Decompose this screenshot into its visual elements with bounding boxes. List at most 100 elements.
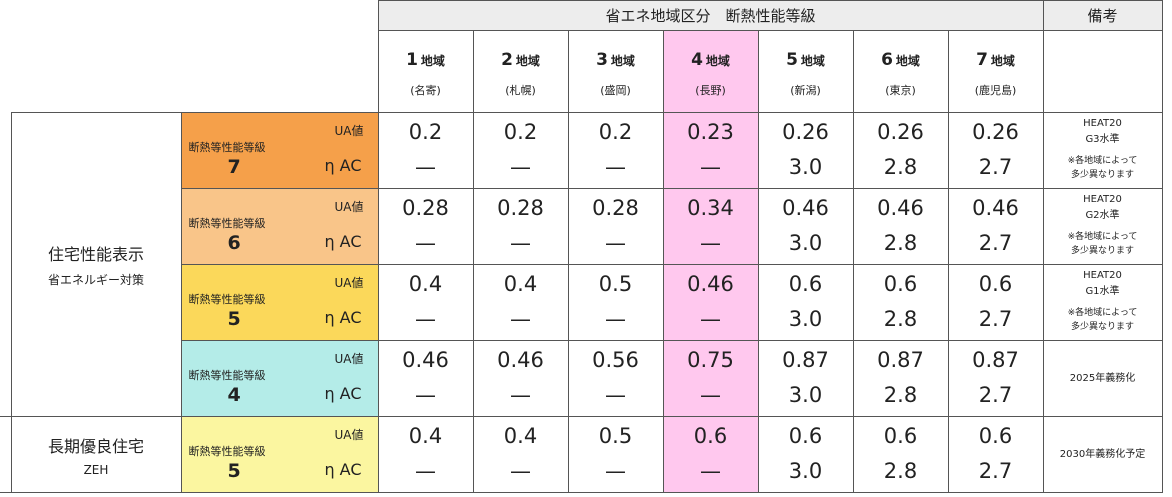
ua-value: 0.4 bbox=[408, 272, 443, 296]
eta-value: — bbox=[415, 383, 436, 407]
grade-row: 断熱等性能等級 5 UA値 η AC 0.4—0.4—0.5—0.46—0.6 3.0 0.… bbox=[0, 264, 1163, 341]
remark-standard: HEAT20 G1水準 bbox=[1083, 270, 1122, 297]
value-cell: 0.46 2.8 bbox=[852, 188, 949, 265]
region-city: (鹿児島) bbox=[974, 83, 1017, 97]
value-cell: 0.6 2.7 bbox=[947, 416, 1044, 493]
ua-value: 0.26 bbox=[877, 120, 924, 144]
eta-value: 3.0 bbox=[788, 383, 823, 407]
eta-value: — bbox=[605, 231, 626, 255]
ua-value: 0.26 bbox=[972, 120, 1019, 144]
metric-labels-cell: UA値 η AC bbox=[301, 264, 379, 341]
eta-value: — bbox=[510, 383, 531, 407]
eta-value: — bbox=[510, 231, 531, 255]
value-cell: 0.23 — bbox=[662, 112, 759, 189]
value-cell: 0.5 — bbox=[567, 416, 664, 493]
value-cell: 0.6 3.0 bbox=[757, 416, 854, 493]
region-number: 1 bbox=[406, 49, 418, 70]
metric-labels-cell: UA値 η AC bbox=[301, 416, 379, 493]
region-suffix: 地域 bbox=[705, 53, 730, 68]
ua-value: 0.46 bbox=[782, 196, 829, 220]
remarks-header: 備考 bbox=[1042, 0, 1163, 31]
eta-value: 2.8 bbox=[883, 459, 918, 483]
eta-value: 2.7 bbox=[978, 231, 1013, 255]
remark-cell: 2025年義務化 bbox=[1042, 340, 1163, 417]
region-name: 4 地域 bbox=[664, 50, 757, 70]
metric-labels-cell: UA値 η AC bbox=[301, 188, 379, 265]
grade-number: 6 bbox=[227, 232, 241, 254]
ua-label: UA値 bbox=[334, 352, 364, 366]
value-cell: 0.75 — bbox=[662, 340, 759, 417]
ua-value: 0.87 bbox=[782, 348, 829, 372]
ua-value: 0.6 bbox=[788, 424, 823, 448]
remark-standard: HEAT20 G3水準 bbox=[1083, 118, 1122, 145]
ua-value: 0.28 bbox=[497, 196, 544, 220]
ua-value: 0.5 bbox=[598, 272, 633, 296]
grade-label-cell: 断熱等性能等級 5 bbox=[180, 416, 301, 493]
eta-value: — bbox=[510, 307, 531, 331]
ua-value: 0.46 bbox=[877, 196, 924, 220]
eta-value: 2.7 bbox=[978, 155, 1013, 179]
eta-value: — bbox=[415, 459, 436, 483]
ua-value: 0.56 bbox=[592, 348, 639, 372]
remark-text: 2030年義務化予定 bbox=[1059, 448, 1146, 460]
region-suffix: 地域 bbox=[990, 53, 1015, 68]
ua-value: 0.6 bbox=[788, 272, 823, 296]
group-main: 長期優良住宅 bbox=[47, 436, 144, 456]
ua-value: 0.75 bbox=[687, 348, 734, 372]
grade-label: 断熱等性能等級 bbox=[188, 141, 266, 154]
ua-label: UA値 bbox=[334, 428, 364, 442]
eta-label: η AC bbox=[324, 308, 362, 327]
ua-value: 0.4 bbox=[408, 424, 443, 448]
value-cell: 0.28 — bbox=[377, 188, 474, 265]
value-cell: 0.6 2.8 bbox=[852, 264, 949, 341]
ua-value: 0.2 bbox=[598, 120, 633, 144]
region-city: (新潟) bbox=[790, 83, 821, 97]
value-cell: 0.6 3.0 bbox=[757, 264, 854, 341]
region-city: (長野) bbox=[695, 83, 726, 97]
ua-value: 0.87 bbox=[877, 348, 924, 372]
region-suffix: 地域 bbox=[895, 53, 920, 68]
grade-label: 断熱等性能等級 bbox=[188, 293, 266, 306]
value-cell: 0.4 — bbox=[377, 416, 474, 493]
ua-value: 0.6 bbox=[978, 424, 1013, 448]
grade-number: 5 bbox=[227, 308, 241, 330]
header-row: 省エネ地域区分 断熱性能等級 備考 bbox=[0, 0, 1163, 31]
remark-caveat: ※各地域によって 多少異なります bbox=[1067, 308, 1138, 332]
eta-value: 2.8 bbox=[883, 307, 918, 331]
eta-value: 3.0 bbox=[788, 155, 823, 179]
value-cell: 0.2 — bbox=[472, 112, 569, 189]
ua-value: 0.28 bbox=[402, 196, 449, 220]
ua-label: UA値 bbox=[334, 124, 364, 138]
eta-label: η AC bbox=[324, 156, 362, 175]
eta-value: — bbox=[605, 307, 626, 331]
region-header-7: 7 地域 (鹿児島) bbox=[947, 30, 1044, 113]
region-name: 6 地域 bbox=[854, 50, 947, 70]
ua-value: 0.46 bbox=[497, 348, 544, 372]
eta-value: — bbox=[700, 459, 721, 483]
eta-value: — bbox=[700, 155, 721, 179]
eta-value: — bbox=[605, 459, 626, 483]
group-sub: ZEH bbox=[83, 462, 109, 477]
grade-number: 4 bbox=[227, 384, 241, 406]
eta-value: — bbox=[700, 231, 721, 255]
ua-value: 0.23 bbox=[687, 120, 734, 144]
eta-label: η AC bbox=[324, 232, 362, 251]
region-name: 3 地域 bbox=[569, 50, 662, 70]
value-cell: 0.6 — bbox=[662, 416, 759, 493]
value-cell: 0.46 2.7 bbox=[947, 188, 1044, 265]
eta-value: 2.8 bbox=[883, 231, 918, 255]
ua-label: UA値 bbox=[334, 276, 364, 290]
region-name: 1 地域 bbox=[379, 49, 472, 70]
ua-value: 0.46 bbox=[972, 196, 1019, 220]
value-cell: 0.2 — bbox=[567, 112, 664, 189]
value-cell: 0.46 — bbox=[377, 340, 474, 417]
region-number: 2 bbox=[501, 49, 513, 70]
grade-label-cell: 断熱等性能等級 6 bbox=[180, 188, 301, 265]
ua-value: 0.87 bbox=[972, 348, 1019, 372]
ua-value: 0.5 bbox=[598, 424, 633, 448]
table-title: 省エネ地域区分 断熱性能等級 bbox=[377, 0, 1044, 31]
eta-value: — bbox=[510, 155, 531, 179]
group-sub: 省エネルギー対策 bbox=[47, 273, 144, 287]
eta-value: — bbox=[510, 459, 531, 483]
eta-value: — bbox=[415, 231, 436, 255]
